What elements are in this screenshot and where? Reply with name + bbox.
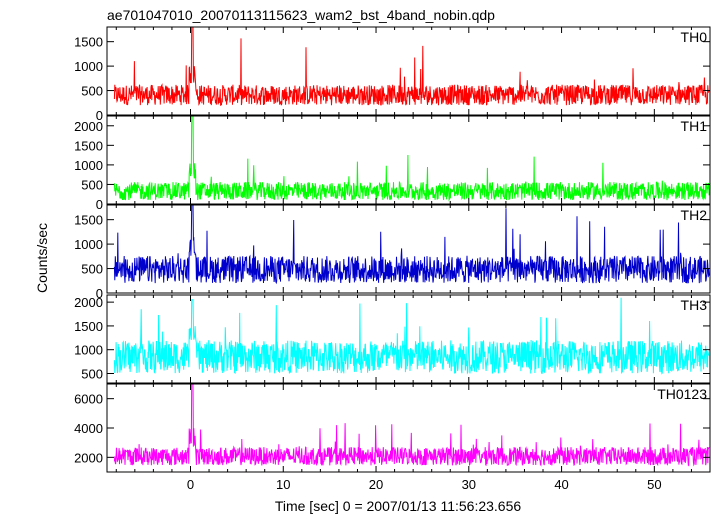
- series-label-th0: TH0: [681, 29, 708, 45]
- series-line-th1: [113, 116, 710, 202]
- series-label-th0123: TH0123: [657, 386, 707, 402]
- y-tick-label: 0: [96, 286, 103, 301]
- y-tick-label: 2000: [74, 119, 103, 134]
- x-tick-label: 10: [276, 477, 290, 492]
- series-label-th2: TH2: [681, 207, 708, 223]
- y-tick-label: 2000: [74, 295, 103, 310]
- y-tick-label: 0: [96, 108, 103, 123]
- series-line-th2: [113, 205, 710, 285]
- x-axis-label: Time [sec] 0 = 2007/01/13 11:56:23.656: [275, 498, 522, 514]
- x-tick-label: 50: [647, 477, 661, 492]
- panel-th2: 0 500 1000 1500 TH2: [74, 204, 711, 301]
- y-tick-label: 1500: [74, 35, 103, 50]
- y-tick-label: 1000: [74, 343, 103, 358]
- y-tick-label: 0: [96, 197, 103, 212]
- x-tick-label: 40: [554, 477, 568, 492]
- y-tick-label: 1000: [74, 237, 103, 252]
- panel-th0: 0 500 1000 1500 TH0: [74, 26, 711, 123]
- series-line-th0123: [113, 384, 710, 467]
- panel-th3: 500 1000 1500 2000 TH3: [74, 294, 711, 384]
- x-tick-label: 0: [187, 477, 194, 492]
- panel-th0123: 2000 4000 6000 TH0123: [74, 383, 711, 473]
- series-label-th1: TH1: [681, 118, 708, 134]
- y-tick-label: 1000: [74, 158, 103, 173]
- y-tick-label: 2000: [74, 450, 103, 465]
- x-tick-label: 20: [369, 477, 383, 492]
- x-tick-label: 30: [462, 477, 476, 492]
- y-tick-label: 500: [81, 84, 103, 99]
- y-tick-label: 1500: [74, 213, 103, 228]
- y-tick-label: 6000: [74, 392, 103, 407]
- x-axis: 0 10 20 30 40 50: [187, 477, 662, 492]
- series-line-th3: [113, 297, 710, 375]
- panel-th1: 0 500 1000 1500 2000 TH1: [74, 115, 711, 212]
- panel-frame: [106, 204, 711, 294]
- y-tick-label: 4000: [74, 421, 103, 436]
- series-line-th0: [113, 27, 710, 107]
- y-tick-label: 500: [81, 262, 103, 277]
- y-axis-label: Counts/sec: [34, 223, 50, 293]
- panel-frame: [106, 115, 711, 205]
- y-tick-label: 1500: [74, 319, 103, 334]
- chart-title: ae701047010_20070113115623_wam2_bst_4ban…: [107, 7, 495, 23]
- panels: 0 500 1000 1500 TH0 0 500 1000 1500 2000 TH1 0 500 10…: [74, 26, 711, 473]
- y-tick-label: 500: [81, 366, 103, 381]
- panel-frame: [106, 294, 711, 384]
- y-tick-label: 1500: [74, 138, 103, 153]
- series-label-th3: TH3: [681, 297, 708, 313]
- y-tick-label: 500: [81, 177, 103, 192]
- y-tick-label: 1000: [74, 59, 103, 74]
- panel-frame: [106, 26, 711, 116]
